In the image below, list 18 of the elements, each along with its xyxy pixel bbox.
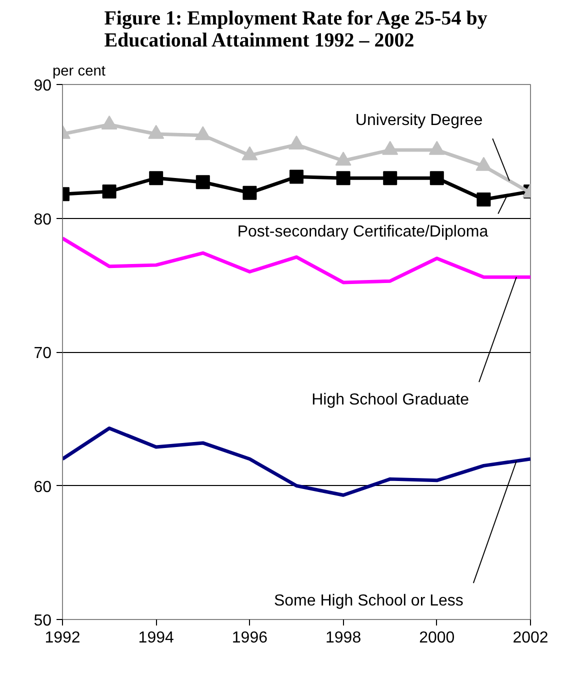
- series-label: University Degree: [355, 112, 483, 129]
- line-series: [62, 426, 530, 497]
- text: Some High School or Less: [274, 592, 464, 610]
- chart-title: Figure 1: Employment Rate for Age 25-54 by Educational Attainment 1992 – 2002: [104, 8, 488, 52]
- legend-label: Post-secondary Certificate/Diploma: [237, 223, 488, 240]
- y-tick-label: 50: [34, 612, 52, 630]
- x-tick-label: 1994: [138, 630, 174, 646]
- x-tick-label: 2002: [512, 630, 548, 646]
- text: High School Graduate: [312, 392, 470, 409]
- y-tick-label: 80: [34, 211, 52, 228]
- y-tick-label: 70: [34, 345, 52, 362]
- x-tick-label: 1998: [326, 630, 362, 646]
- x-tick-label: 1996: [232, 630, 268, 646]
- y-tick-label: 90: [34, 78, 52, 94]
- x-tick-label: 1992: [44, 630, 80, 646]
- x-tick-label: 2000: [419, 630, 455, 646]
- y-axis-title: per cent: [52, 64, 106, 80]
- y-tick-label: 60: [34, 478, 52, 496]
